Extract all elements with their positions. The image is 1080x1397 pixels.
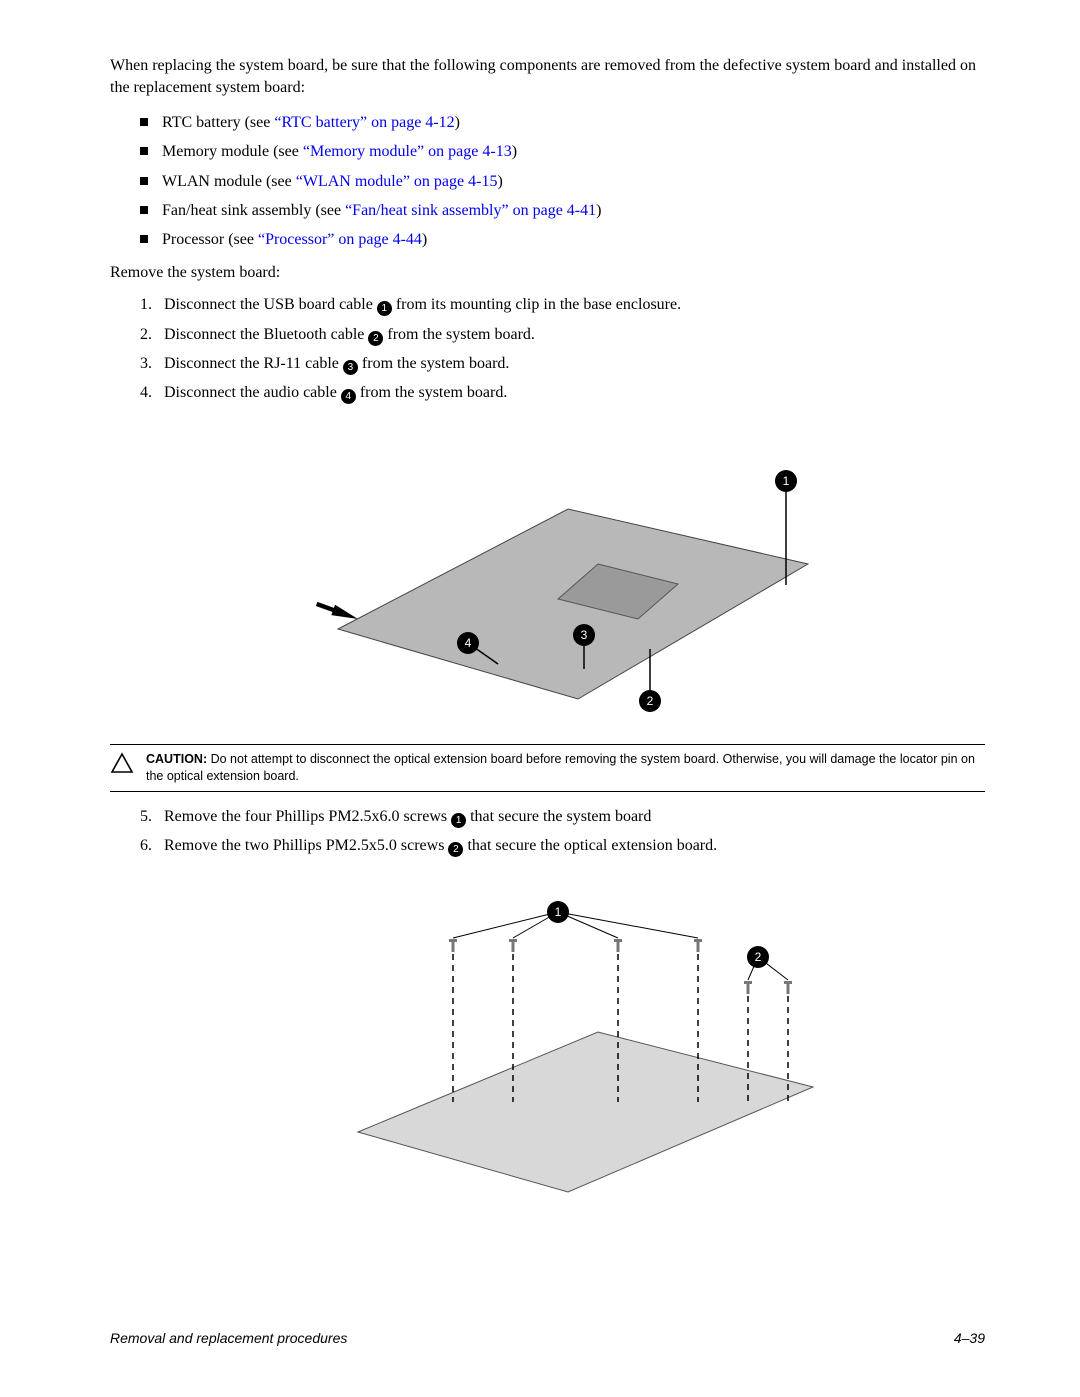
caution-body-text: Do not attempt to disconnect the optical… <box>146 752 975 783</box>
bullet-text: Fan/heat sink assembly (see “Fan/heat si… <box>162 200 985 222</box>
page-footer: Removal and replacement procedures 4–39 <box>110 1329 985 1349</box>
bullet-text: WLAN module (see “WLAN module” on page 4… <box>162 171 985 193</box>
step-text: Disconnect the RJ-11 cable 3 from the sy… <box>164 353 985 375</box>
callout-circle-icon: 2 <box>368 331 383 346</box>
step-text: Disconnect the USB board cable 1 from it… <box>164 294 985 316</box>
bullet-square-icon <box>140 118 148 126</box>
figure-1: 1 2 3 4 <box>110 419 985 726</box>
cross-reference-link[interactable]: “Processor” on page 4-44 <box>258 231 422 248</box>
svg-text:1: 1 <box>554 905 561 919</box>
callout-circle-icon: 1 <box>377 301 392 316</box>
step-number: 1. <box>140 294 164 316</box>
bullet-text: RTC battery (see “RTC battery” on page 4… <box>162 112 985 134</box>
svg-text:4: 4 <box>464 636 471 650</box>
intro-paragraph: When replacing the system board, be sure… <box>110 55 985 100</box>
bullet-text: Processor (see “Processor” on page 4-44) <box>162 229 985 251</box>
cross-reference-link[interactable]: “Memory module” on page 4-13 <box>303 143 512 160</box>
caution-label: CAUTION: <box>146 752 207 766</box>
svg-text:1: 1 <box>782 474 789 488</box>
cross-reference-link[interactable]: “Fan/heat sink assembly” on page 4-41 <box>345 202 596 219</box>
step-number: 5. <box>140 806 164 828</box>
figure-2: 12 <box>110 872 985 1219</box>
numbered-step: 1.Disconnect the USB board cable 1 from … <box>140 294 985 316</box>
bullet-square-icon <box>140 235 148 243</box>
footer-page-number: 4–39 <box>954 1329 985 1349</box>
step-text: Remove the four Phillips PM2.5x6.0 screw… <box>164 806 985 828</box>
footer-left: Removal and replacement procedures <box>110 1329 347 1349</box>
bullet-item: RTC battery (see “RTC battery” on page 4… <box>140 112 985 134</box>
bullet-square-icon <box>140 177 148 185</box>
numbered-step: 6.Remove the two Phillips PM2.5x5.0 scre… <box>140 835 985 857</box>
step-number: 6. <box>140 835 164 857</box>
step-number: 4. <box>140 382 164 404</box>
numbered-step: 2.Disconnect the Bluetooth cable 2 from … <box>140 324 985 346</box>
bullet-item: WLAN module (see “WLAN module” on page 4… <box>140 171 985 193</box>
caution-box: CAUTION: Do not attempt to disconnect th… <box>110 744 985 792</box>
caution-triangle-icon <box>110 751 138 785</box>
step-text: Disconnect the Bluetooth cable 2 from th… <box>164 324 985 346</box>
bullet-text: Memory module (see “Memory module” on pa… <box>162 141 985 163</box>
callout-circle-icon: 1 <box>451 813 466 828</box>
step-text: Remove the two Phillips PM2.5x5.0 screws… <box>164 835 985 857</box>
numbered-step: 4.Disconnect the audio cable 4 from the … <box>140 382 985 404</box>
step-number: 3. <box>140 353 164 375</box>
callout-circle-icon: 3 <box>343 360 358 375</box>
numbered-step: 5.Remove the four Phillips PM2.5x6.0 scr… <box>140 806 985 828</box>
cross-reference-link[interactable]: “RTC battery” on page 4-12 <box>274 114 454 131</box>
caution-text: CAUTION: Do not attempt to disconnect th… <box>146 751 985 785</box>
bullet-square-icon <box>140 206 148 214</box>
step-text: Disconnect the audio cable 4 from the sy… <box>164 382 985 404</box>
callout-circle-icon: 2 <box>448 842 463 857</box>
callout-circle-icon: 4 <box>341 389 356 404</box>
bullet-item: Memory module (see “Memory module” on pa… <box>140 141 985 163</box>
svg-text:2: 2 <box>754 950 761 964</box>
bullet-item: Fan/heat sink assembly (see “Fan/heat si… <box>140 200 985 222</box>
steps-list-1: 1.Disconnect the USB board cable 1 from … <box>140 294 985 405</box>
svg-text:2: 2 <box>646 694 653 708</box>
step-number: 2. <box>140 324 164 346</box>
numbered-step: 3.Disconnect the RJ-11 cable 3 from the … <box>140 353 985 375</box>
cross-reference-link[interactable]: “WLAN module” on page 4-15 <box>296 173 498 190</box>
steps-list-2: 5.Remove the four Phillips PM2.5x6.0 scr… <box>140 806 985 858</box>
component-bullet-list: RTC battery (see “RTC battery” on page 4… <box>140 112 985 252</box>
remove-heading: Remove the system board: <box>110 262 985 284</box>
svg-text:3: 3 <box>580 628 587 642</box>
bullet-square-icon <box>140 147 148 155</box>
bullet-item: Processor (see “Processor” on page 4-44) <box>140 229 985 251</box>
